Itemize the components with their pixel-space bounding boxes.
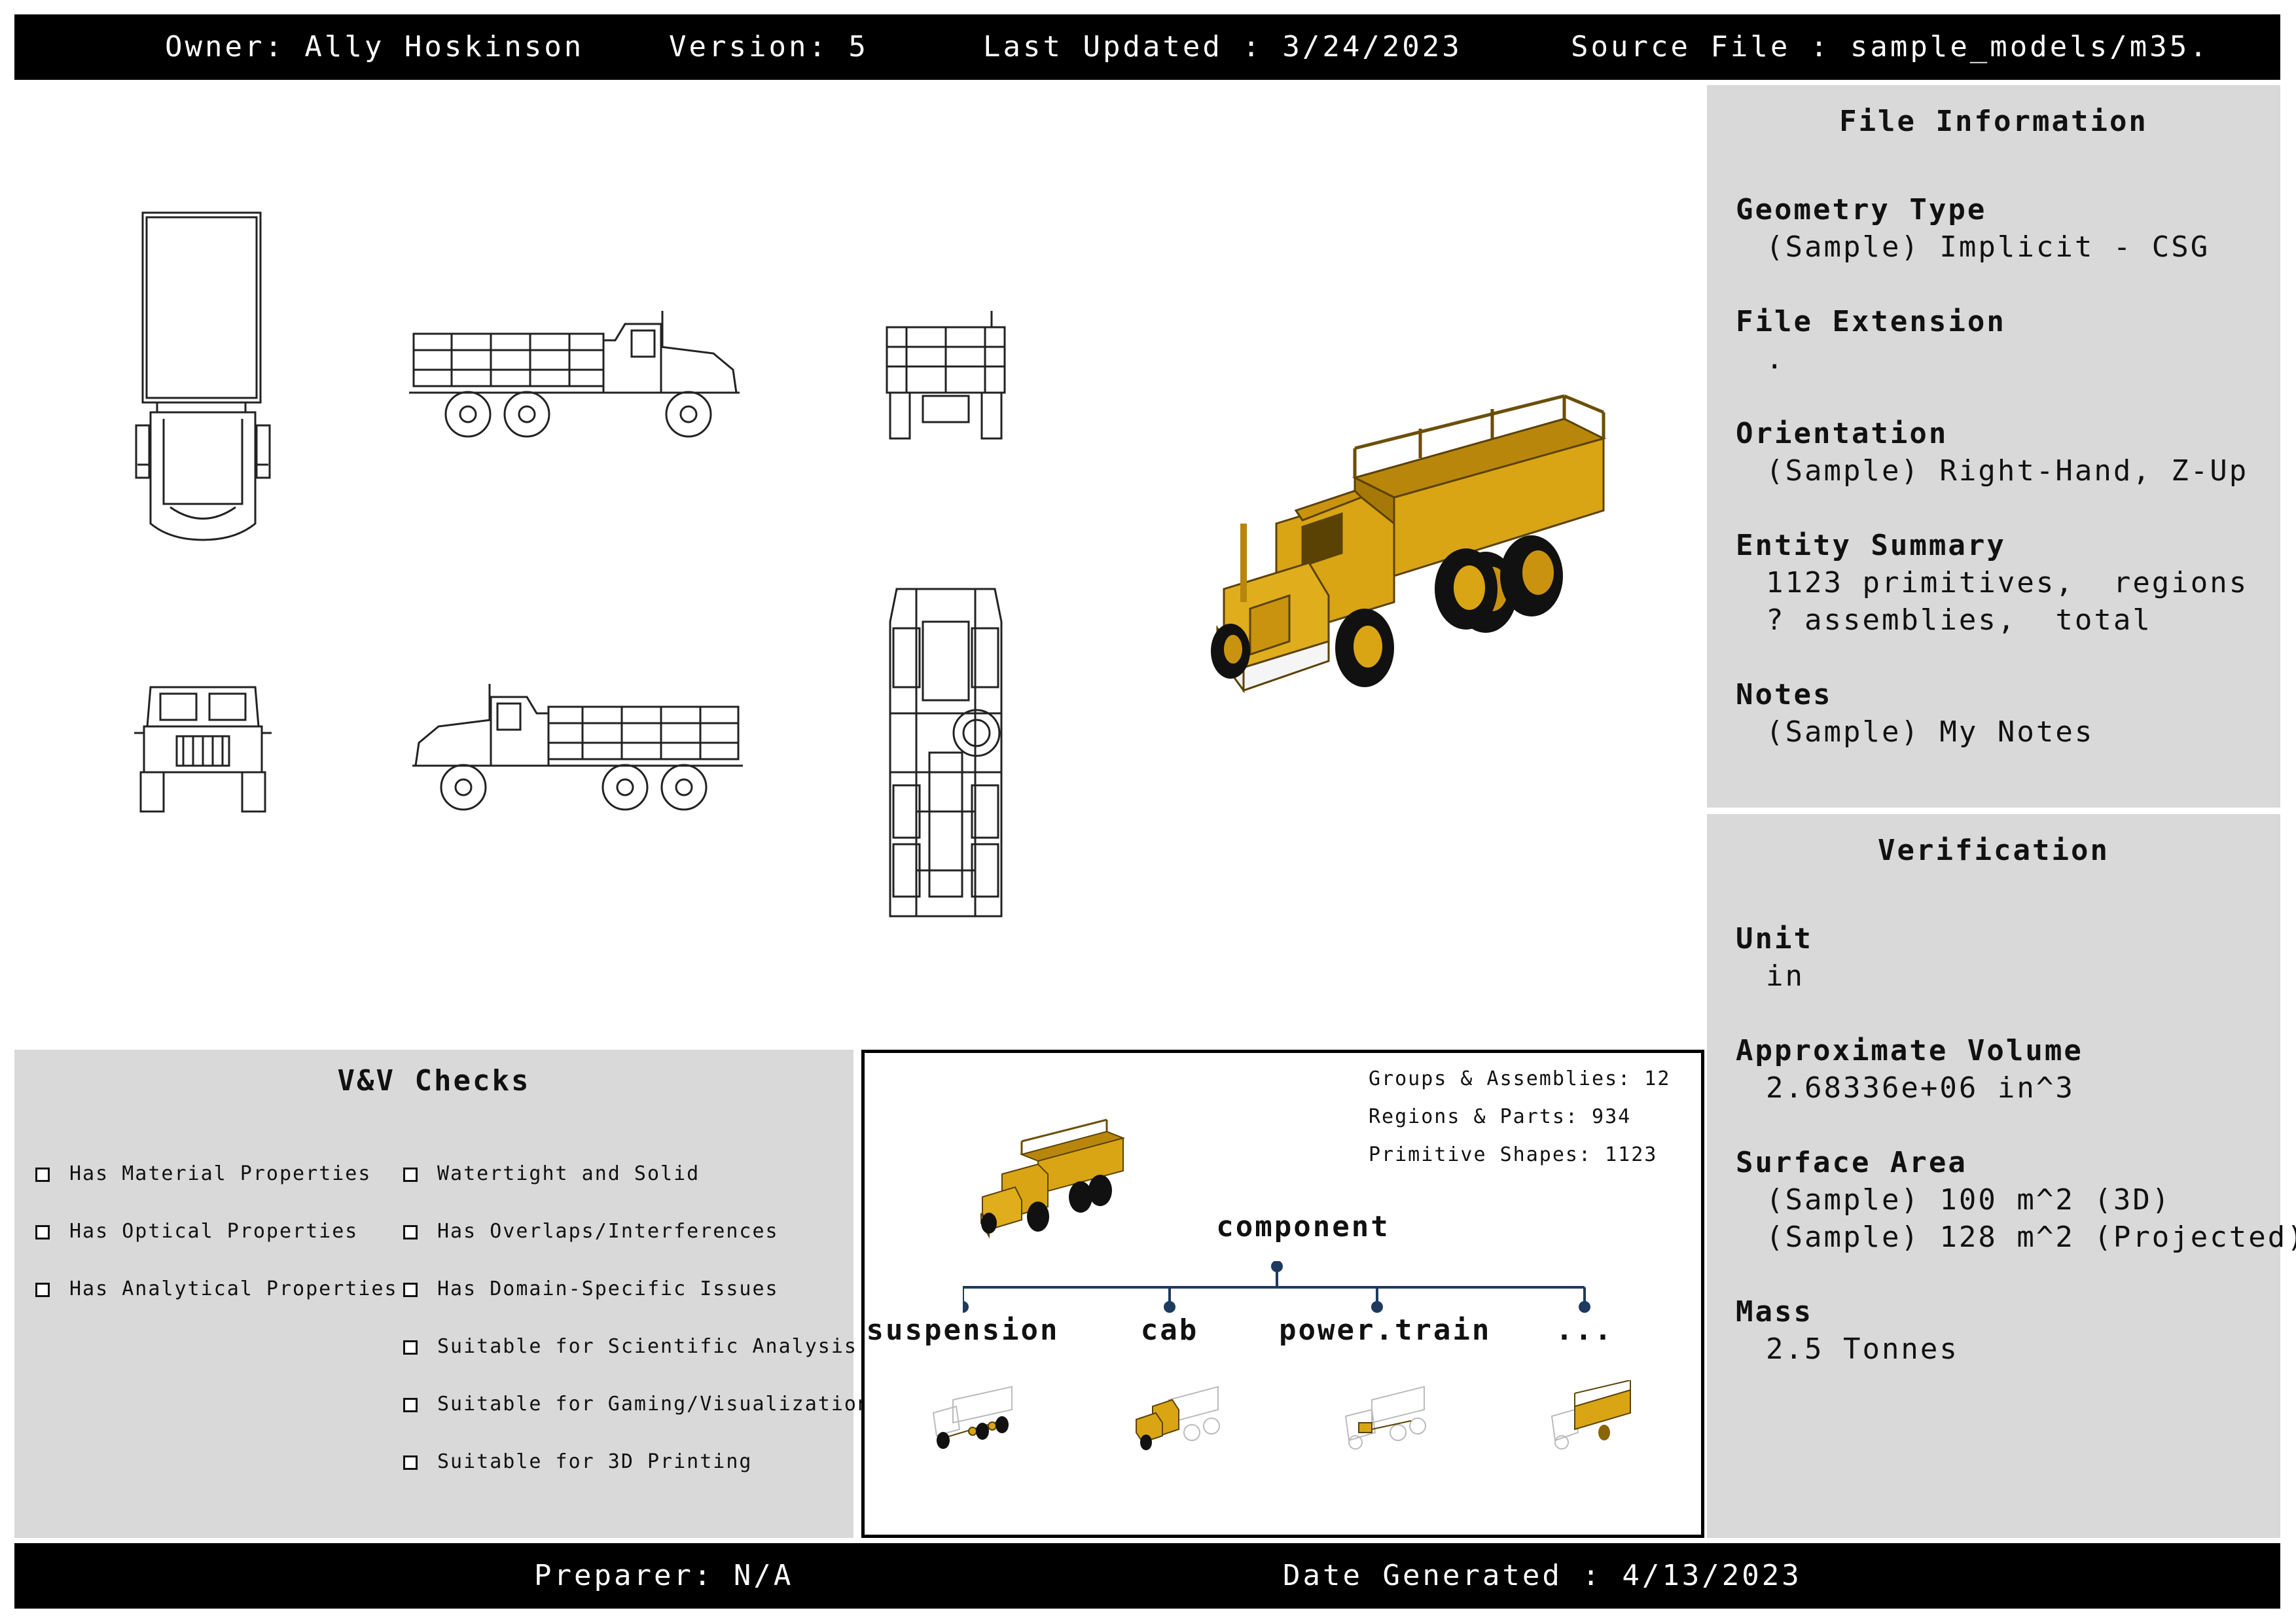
entity-summary-label: Entity Summary [1736,529,2006,562]
tree-connector-lines [963,1261,1590,1313]
mass-value: 2.5 Tonnes [1766,1332,1959,1366]
rear-view-drawing [886,311,1006,440]
file-information-title: File Information [1839,105,2148,138]
header-bar: Owner: Ally Hoskinson Version: 5 Last Up… [14,14,2280,80]
check-has-domain-specific-issues[interactable]: Has Domain-Specific Issues [403,1276,779,1302]
check-suitable-for-scientific-analysis[interactable]: Suitable for Scientific Analysis [403,1334,857,1360]
check-label: Has Domain-Specific Issues [437,1277,779,1300]
checkbox-icon[interactable] [35,1282,50,1297]
file-extension-label: File Extension [1736,305,2006,338]
tree-node-more[interactable]: ... [1555,1313,1614,1347]
date-generated-text: Date Generated : 4/13/2023 [1283,1559,1802,1592]
bottom-view-drawing [889,588,1003,918]
check-has-overlaps-interferences[interactable]: Has Overlaps/Interferences [403,1219,779,1245]
cab-thumbnail [1136,1385,1220,1450]
volume-label: Approximate Volume [1736,1034,2083,1067]
truck-3d-render [1211,394,1607,694]
footer-bar: Preparer: N/A Date Generated : 4/13/2023 [14,1543,2280,1609]
check-has-optical-properties[interactable]: Has Optical Properties [35,1219,358,1245]
source-file-text: Source File : sample_models/m35. [1571,30,2210,63]
check-label: Suitable for 3D Printing [437,1450,753,1473]
check-has-analytical-properties[interactable]: Has Analytical Properties [35,1276,398,1302]
groups-assemblies-stat: Groups & Assemblies: 12 [1369,1067,1671,1090]
checkbox-icon[interactable] [403,1397,418,1412]
check-label: Suitable for Gaming/Visualization [437,1393,871,1416]
preparer-text: Preparer: N/A [534,1559,794,1592]
check-suitable-for-3d-printing[interactable]: Suitable for 3D Printing [403,1449,752,1475]
vv-checks-panel: V&V Checks Has Material Properties Has O… [14,1050,869,1538]
check-has-material-properties[interactable]: Has Material Properties [35,1161,371,1187]
unit-value: in [1766,959,1804,993]
right-side-view-drawing [412,684,743,811]
check-label: Suitable for Scientific Analysis [437,1335,857,1358]
geometry-type-label: Geometry Type [1736,193,1987,226]
checkbox-icon[interactable] [35,1167,50,1182]
check-suitable-for-gaming-visualization[interactable]: Suitable for Gaming/Visualization [403,1391,870,1418]
geometry-type-value: (Sample) Implicit - CSG [1766,230,2210,264]
notes-label: Notes [1736,678,1833,711]
notes-value: (Sample) My Notes [1766,715,2094,749]
checkbox-icon[interactable] [403,1455,418,1470]
orientation-label: Orientation [1736,417,1948,450]
tree-node-suspension[interactable]: suspension [866,1313,1060,1347]
checkbox-icon[interactable] [403,1167,418,1182]
checkbox-icon[interactable] [403,1282,418,1297]
check-label: Has Overlaps/Interferences [437,1220,779,1243]
file-information-panel: File Information Geometry Type (Sample) … [1707,85,2280,808]
surface-area-3d-value: (Sample) 100 m^2 (3D) [1766,1183,2172,1217]
verification-title: Verification [1878,834,2109,867]
volume-value: 2.68336e+06 in^3 [1766,1071,2075,1105]
owner-text: Owner: Ally Hoskinson [165,30,584,63]
checkbox-icon[interactable] [403,1340,418,1355]
check-watertight-and-solid[interactable]: Watertight and Solid [403,1161,700,1187]
last-updated-text: Last Updated : 3/24/2023 [983,30,1462,63]
more-components-thumbnail [1551,1380,1631,1450]
entity-summary-line1: 1123 primitives, regions [1766,566,2249,599]
top-view-drawing [135,211,271,541]
suspension-thumbnail [932,1385,1013,1449]
version-text: Version: 5 [669,30,869,63]
mass-label: Mass [1736,1295,1813,1329]
left-side-view-drawing [409,311,740,438]
primitive-shapes-stat: Primitive Shapes: 1123 [1369,1143,1658,1166]
power-train-thumbnail [1344,1385,1426,1450]
orientation-value: (Sample) Right-Hand, Z-Up [1766,454,2249,488]
tree-node-cab[interactable]: cab [1140,1313,1199,1347]
check-label: Has Optical Properties [69,1220,359,1243]
surface-area-label: Surface Area [1736,1146,1967,1179]
component-hierarchy-box: Groups & Assemblies: 12 Regions & Parts:… [861,1050,1704,1538]
truck-thumbnail [980,1118,1126,1239]
unit-label: Unit [1736,922,1813,955]
surface-area-projected-value: (Sample) 128 m^2 (Projected) [1766,1221,2296,1254]
verification-panel: Verification Unit in Approximate Volume … [1707,814,2296,1538]
regions-parts-stat: Regions & Parts: 934 [1369,1105,1632,1128]
checkbox-icon[interactable] [403,1224,418,1240]
checkbox-icon[interactable] [35,1224,50,1240]
tree-node-power-train[interactable]: power.train [1279,1313,1492,1347]
tree-root-node[interactable]: component [1216,1210,1390,1243]
file-extension-value: . [1766,342,1785,376]
entity-summary-line2: ? assemblies, total [1766,603,2152,637]
check-label: Has Material Properties [69,1162,372,1185]
check-label: Watertight and Solid [437,1162,700,1185]
front-view-drawing [134,686,272,813]
check-label: Has Analytical Properties [69,1277,398,1300]
vv-checks-title: V&V Checks [337,1064,531,1097]
